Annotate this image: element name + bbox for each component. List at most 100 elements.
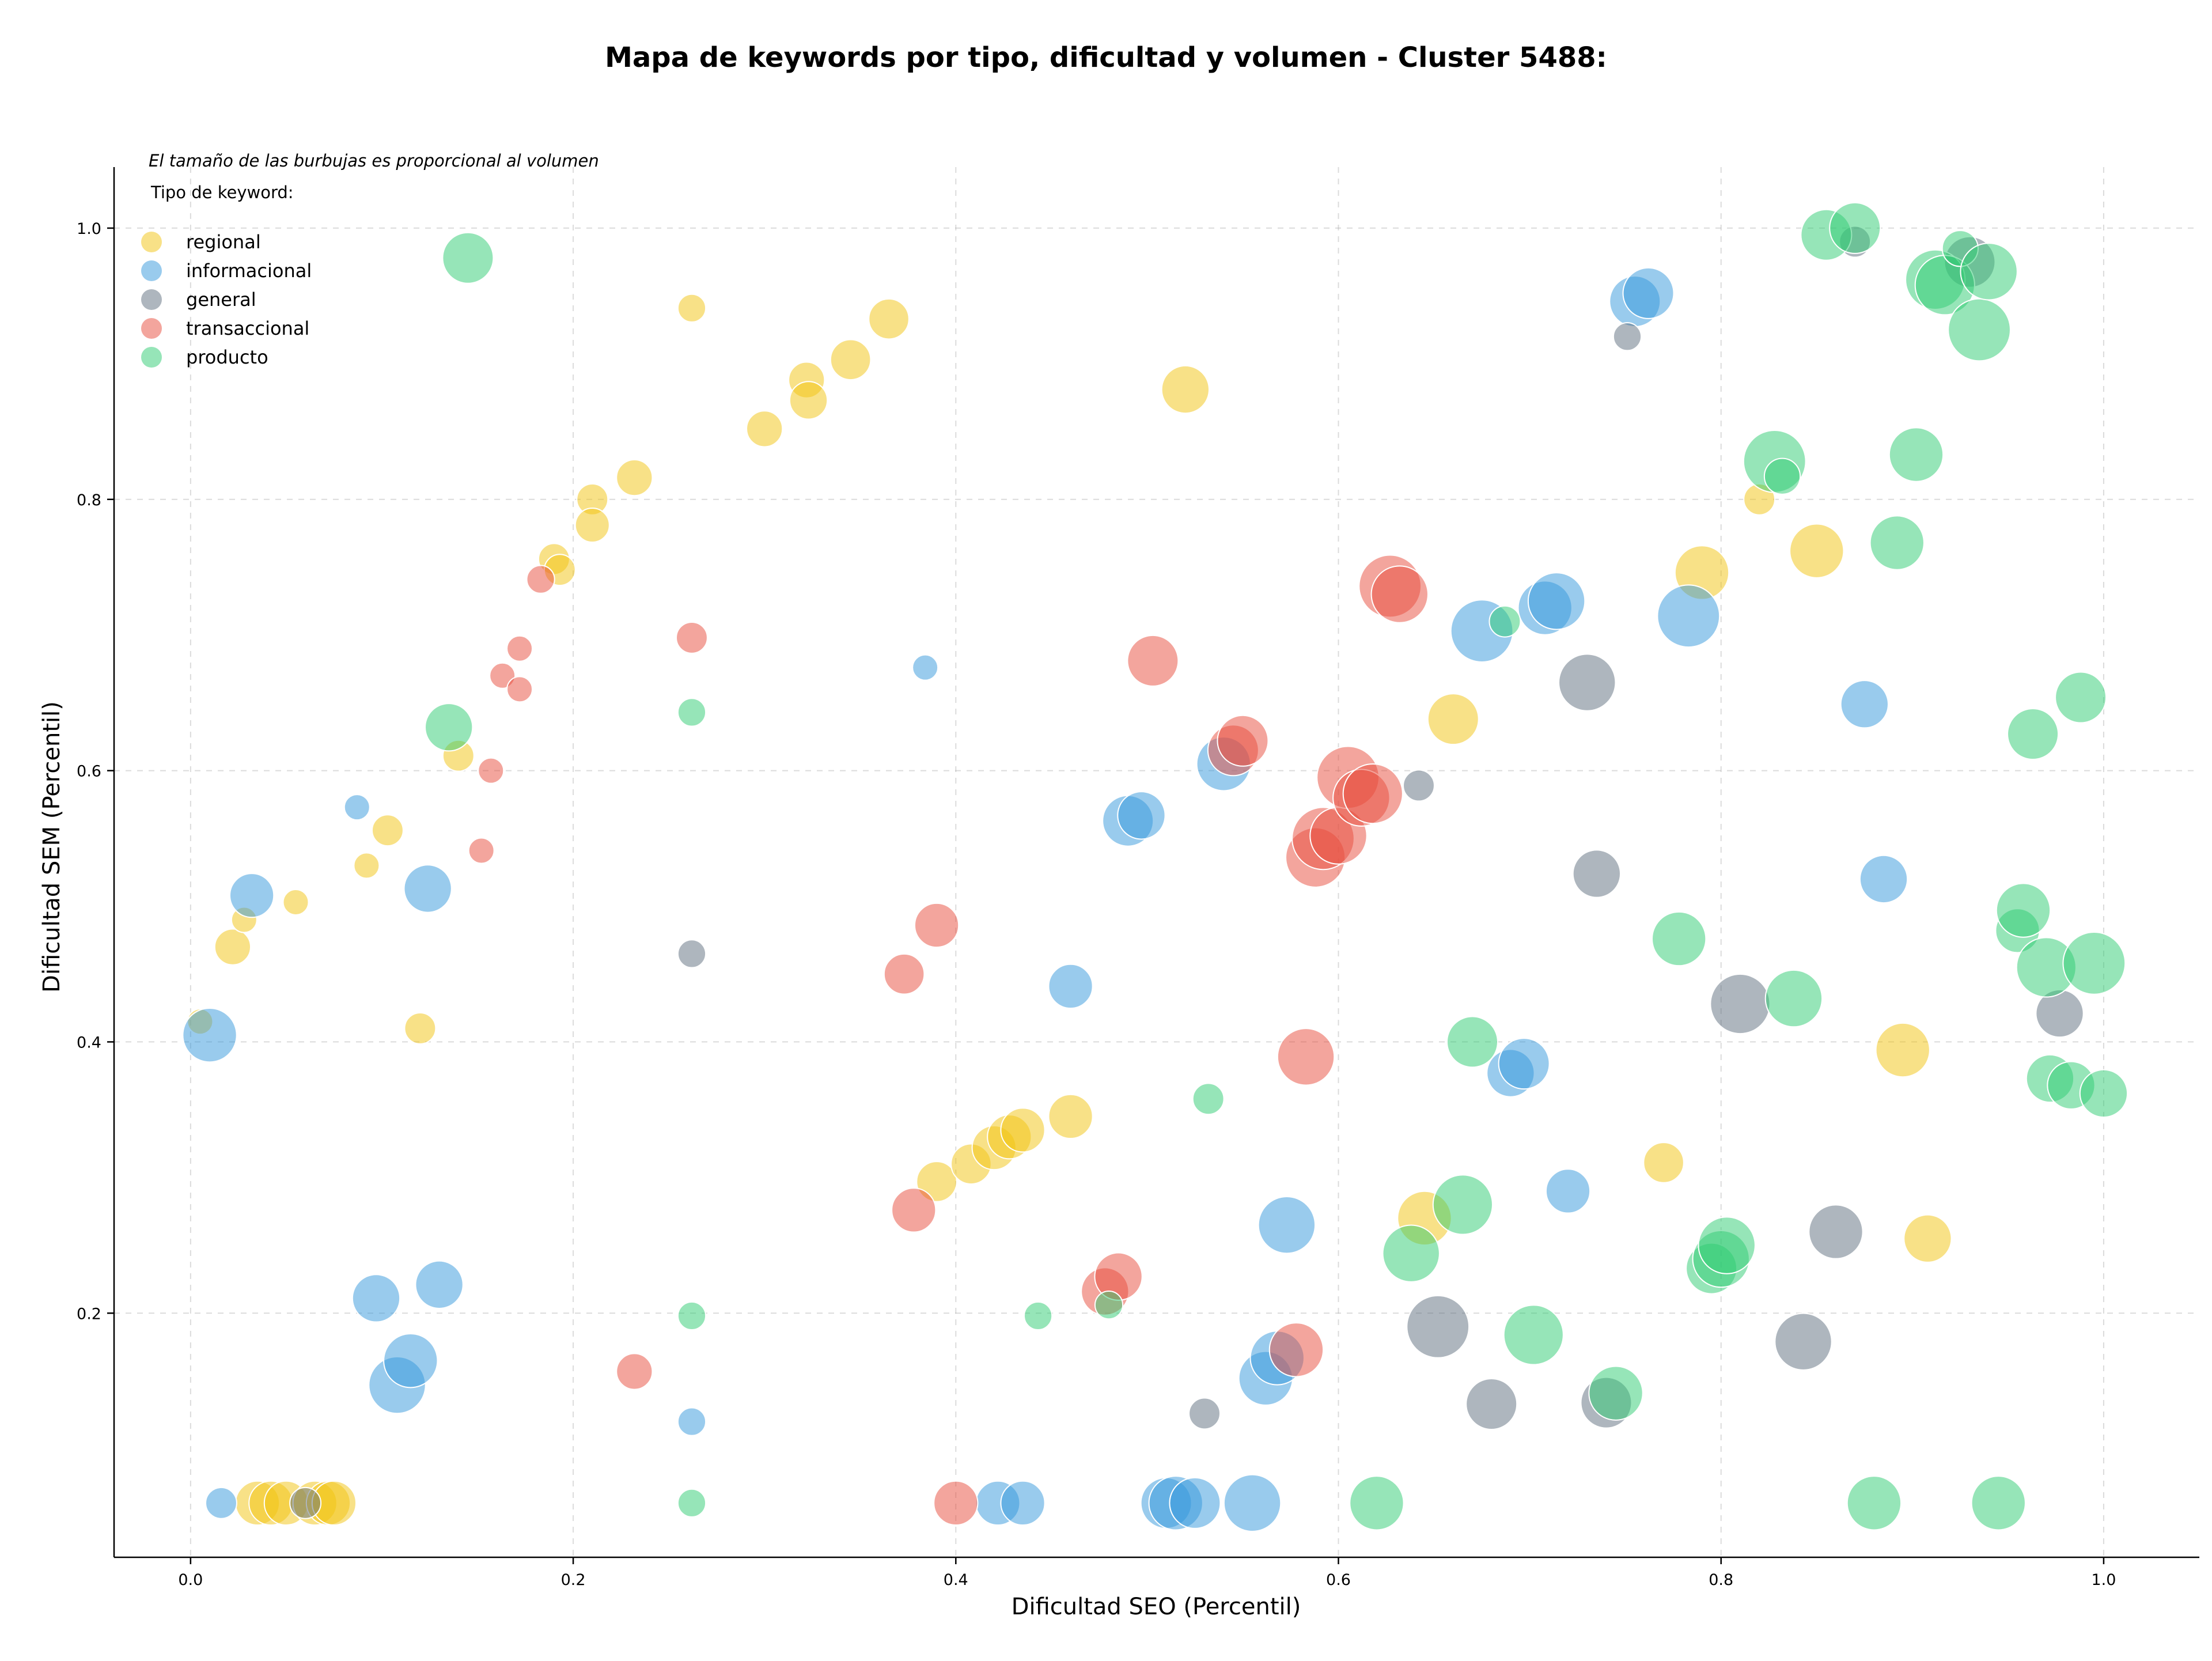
y-tick-label: 0.4: [77, 1034, 101, 1051]
bubble-regional: [282, 888, 309, 915]
bubble-transaccional: [933, 1480, 979, 1526]
legend: regional informacional general transacciona…: [141, 231, 312, 368]
bubble-regional: [746, 410, 783, 448]
bubble-general: [1465, 1378, 1518, 1430]
bubble-informacional: [415, 1260, 464, 1309]
bubble-informacional: [205, 1486, 237, 1519]
bubble-informacional: [343, 794, 370, 821]
bubble-regional: [1643, 1142, 1684, 1183]
bubble-general: [1808, 1204, 1863, 1259]
bubble-producto: [1488, 605, 1521, 638]
ticks: 0.0 0.2 0.4 0.6 0.8 1.0 0.2 0.4 0.6 0.8 1.0: [77, 220, 2116, 1589]
bubble-informacional: [229, 873, 275, 918]
bubble-transaccional: [506, 676, 533, 703]
legend-marker-general: [141, 289, 162, 310]
chart-title: Mapa de keywords por tipo, dificultad y …: [605, 41, 1607, 74]
y-tick-label: 1.0: [77, 220, 101, 238]
bubble-regional: [574, 507, 610, 543]
bubble-producto: [677, 1488, 707, 1518]
y-tick-label: 0.2: [77, 1305, 101, 1323]
bubble-transaccional: [616, 1353, 653, 1390]
bubble-general: [1188, 1397, 1221, 1430]
x-tick-label: 0.2: [561, 1571, 586, 1589]
bubble-producto: [1763, 457, 1801, 495]
bubble-producto: [1192, 1083, 1225, 1115]
bubble-producto: [1446, 1016, 1498, 1068]
legend-label-informacional: informacional: [186, 260, 312, 282]
bubble-informacional: [1545, 1168, 1591, 1214]
bubble-regional: [830, 339, 872, 381]
bubble-producto: [1948, 298, 2011, 362]
bubble-producto: [1698, 1216, 1756, 1274]
bubble-transaccional: [1127, 634, 1179, 687]
bubble-transaccional: [1277, 1028, 1335, 1086]
legend-title: Tipo de keyword:: [150, 183, 294, 202]
bubble-producto: [677, 1301, 707, 1331]
bubble-regional: [916, 1161, 957, 1202]
bubble-producto: [1588, 1365, 1643, 1421]
legend-label-transaccional: transaccional: [186, 317, 309, 339]
bubble-regional: [1161, 365, 1210, 414]
bubble-informacional: [1657, 584, 1721, 648]
bubble-producto: [1023, 1301, 1053, 1331]
bubble-producto: [1995, 883, 2051, 938]
bubble-general: [1558, 653, 1616, 712]
bubble-transaccional: [883, 953, 925, 995]
bubble-transaccional: [478, 757, 505, 784]
bubble-transaccional: [891, 1187, 937, 1233]
bubble-transaccional: [1342, 763, 1403, 824]
bubble-producto: [1764, 969, 1823, 1028]
bubble-layer: [182, 202, 2128, 1533]
x-tick-label: 0.8: [1709, 1571, 1733, 1589]
bubble-producto: [1829, 202, 1881, 254]
bubble-transaccional: [526, 565, 555, 594]
bubble-regional: [353, 852, 380, 879]
bubble-producto: [425, 703, 474, 752]
bubble-general: [1406, 1295, 1470, 1359]
bubble-producto: [1960, 243, 2018, 301]
bubble-transaccional: [1268, 1322, 1324, 1378]
legend-label-producto: producto: [186, 346, 268, 368]
bubble-regional: [1875, 1022, 1930, 1078]
bubble-producto: [2055, 671, 2107, 724]
bubble-producto: [2062, 931, 2126, 995]
x-axis-label: Dificultad SEO (Percentil): [1012, 1594, 1301, 1620]
bubble-size-note: El tamaño de las burbujas es proporciona…: [149, 151, 599, 171]
bubble-producto: [1971, 1475, 2026, 1531]
bubble-producto: [1094, 1291, 1124, 1320]
bubble-regional: [616, 459, 653, 497]
bubble-producto: [2079, 1069, 2128, 1118]
bubble-informacional: [351, 1274, 401, 1323]
bubble-general: [289, 1486, 322, 1519]
bubble-regional: [868, 298, 910, 340]
bubble-informacional: [1840, 680, 1889, 729]
bubble-regional: [371, 814, 404, 847]
bubble-general: [1572, 849, 1622, 898]
bubble-producto: [1651, 911, 1707, 967]
bubble-regional: [1789, 523, 1844, 578]
bubble-regional: [677, 293, 707, 323]
bubble-informacional: [1859, 854, 1908, 904]
bubble-regional: [404, 1012, 437, 1045]
x-tick-label: 0.0: [178, 1571, 203, 1589]
bubble-general: [1403, 769, 1435, 802]
bubble-informacional: [403, 864, 452, 913]
legend-marker-producto: [141, 347, 162, 368]
y-tick-label: 0.8: [77, 491, 101, 509]
bubble-producto: [1349, 1475, 1404, 1531]
bubble-informacional: [1117, 791, 1166, 840]
x-tick-label: 0.4: [944, 1571, 968, 1589]
bubble-informacional: [383, 1333, 438, 1388]
bubble-transaccional: [468, 837, 495, 864]
bubble-producto: [1869, 515, 1925, 570]
legend-marker-transaccional: [141, 318, 162, 339]
bubble-informacional: [1000, 1480, 1046, 1526]
bubble-transaccional: [506, 635, 533, 662]
legend-marker-regional: [141, 232, 162, 252]
bubble-informacional: [1257, 1196, 1316, 1254]
legend-label-regional: regional: [186, 231, 261, 253]
bubble-informacional: [1622, 267, 1675, 319]
bubble-informacional: [1169, 1477, 1221, 1529]
